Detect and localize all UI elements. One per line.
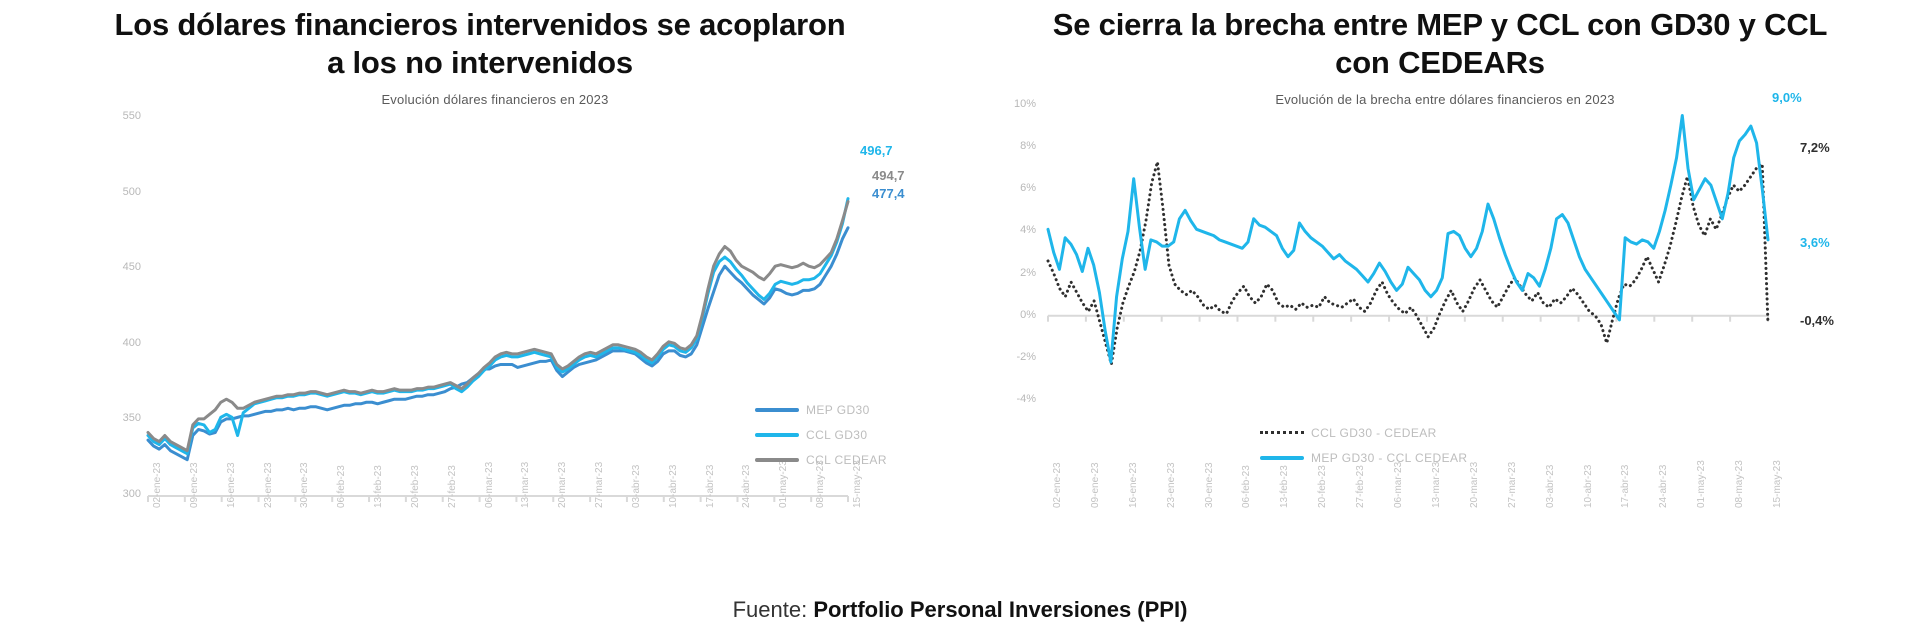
right-x-tick: 06-feb-23 — [1241, 465, 1253, 508]
left-data-label: 477,4 — [872, 186, 905, 201]
left-x-tick: 27-feb-23 — [446, 465, 458, 508]
left-x-tick: 17-abr-23 — [704, 464, 716, 508]
left-data-label: 496,7 — [860, 143, 893, 158]
right-x-tick: 23-ene-23 — [1165, 462, 1177, 508]
legend-item[interactable]: CCL GD30 — [755, 422, 887, 447]
left-x-tick: 06-feb-23 — [336, 465, 348, 508]
right-data-label: 9,0% — [1772, 90, 1802, 105]
right-legend: CCL GD30 - CEDEAR MEP GD30 - CCL CEDEAR — [1260, 420, 1467, 470]
legend-label: CCL GD30 - CEDEAR — [1311, 425, 1437, 440]
right-data-label: 3,6% — [1800, 235, 1830, 250]
right-x-tick: 30-ene-23 — [1203, 462, 1215, 508]
left-x-tick: 20-feb-23 — [409, 465, 421, 508]
left-x-tick: 27-mar-23 — [594, 461, 606, 508]
left-x-tick: 02-ene-23 — [152, 462, 163, 508]
footer-source: Fuente: Portfolio Personal Inversiones (… — [0, 597, 1920, 623]
legend-label: CCL CEDEAR — [806, 452, 887, 467]
left-y-tick: 350 — [122, 412, 141, 425]
left-plot-area — [146, 118, 850, 502]
right-y-tick: 8% — [1020, 140, 1036, 153]
left-x-tick: 30-ene-23 — [299, 462, 311, 508]
right-x-tick: 27-feb-23 — [1355, 465, 1367, 508]
right-chart-title: Se cierra la brecha entre MEP y CCL con … — [1052, 7, 1828, 80]
right-y-tick: 2% — [1020, 266, 1036, 279]
left-y-tick: 550 — [122, 110, 141, 122]
right-y-tick: -2% — [1016, 350, 1036, 363]
left-chart-title: Los dólares financieros intervenidos se … — [114, 7, 846, 80]
right-chart-panel: Se cierra la brecha entre MEP y CCL con … — [960, 0, 1920, 585]
left-y-tick: 400 — [122, 336, 141, 349]
left-legend: MEP GD30 CCL GD30 CCL CEDEAR — [755, 397, 887, 472]
left-x-tick: 03-abr-23 — [630, 464, 642, 508]
legend-swatch-icon — [755, 457, 799, 462]
left-y-tick: 450 — [122, 261, 141, 274]
left-chart-panel: Los dólares financieros intervenidos se … — [0, 0, 960, 585]
footer-source-name: Portfolio Personal Inversiones (PPI) — [813, 597, 1188, 622]
legend-label: CCL GD30 — [806, 427, 868, 442]
left-x-tick: 13-mar-23 — [520, 461, 532, 508]
left-x-tick: 13-feb-23 — [373, 465, 385, 508]
legend-label: MEP GD30 - CCL CEDEAR — [1311, 450, 1468, 465]
legend-swatch-icon — [1260, 455, 1304, 460]
right-plot-area — [1046, 105, 1770, 400]
right-y-tick: -4% — [1016, 393, 1036, 405]
legend-item[interactable]: MEP GD30 - CCL CEDEAR — [1260, 445, 1467, 470]
footer-prefix: Fuente: — [732, 597, 814, 622]
right-y-tick: 0% — [1020, 308, 1036, 321]
right-x-tick: 27-mar-23 — [1506, 461, 1518, 508]
left-x-tick: 24-abr-23 — [741, 464, 753, 508]
legend-label: MEP GD30 — [806, 402, 870, 417]
right-y-tick: 6% — [1020, 182, 1036, 195]
right-chart-subtitle: Evolución de la brecha entre dólares fin… — [1275, 92, 1615, 107]
right-x-tick: 09-ene-23 — [1089, 462, 1101, 508]
legend-swatch-icon — [755, 432, 799, 437]
right-x-tick: 16-ene-23 — [1127, 462, 1139, 508]
right-x-tick: 10-abr-23 — [1582, 464, 1594, 508]
right-x-tick: 17-abr-23 — [1620, 464, 1632, 508]
right-x-tick: 15-may-23 — [1772, 460, 1783, 508]
right-x-tick: 03-abr-23 — [1544, 464, 1556, 508]
right-x-tick: 02-ene-23 — [1052, 462, 1063, 508]
right-x-tick: 20-mar-23 — [1468, 461, 1480, 508]
left-x-tick: 20-mar-23 — [557, 461, 569, 508]
left-x-tick: 16-ene-23 — [225, 462, 237, 508]
legend-swatch-icon — [1260, 431, 1304, 434]
legend-item[interactable]: CCL GD30 - CEDEAR — [1260, 420, 1467, 445]
right-data-label: 7,2% — [1800, 140, 1830, 155]
left-x-tick: 06-mar-23 — [483, 461, 495, 508]
left-data-label: 494,7 — [872, 168, 905, 183]
legend-swatch-icon — [755, 407, 799, 412]
legend-item[interactable]: CCL CEDEAR — [755, 447, 887, 472]
left-x-tick: 10-abr-23 — [667, 464, 679, 508]
left-y-tick: 300 — [122, 488, 141, 500]
left-x-tick: 09-ene-23 — [188, 462, 200, 508]
right-x-tick: 08-may-23 — [1734, 460, 1746, 508]
left-chart-subtitle: Evolución dólares financieros en 2023 — [381, 92, 609, 107]
right-x-tick: 24-abr-23 — [1658, 464, 1670, 508]
right-y-tick: 10% — [1013, 98, 1036, 110]
left-y-tick: 500 — [122, 185, 141, 198]
right-x-tick: 20-feb-23 — [1317, 465, 1329, 508]
right-y-tick: 4% — [1020, 224, 1036, 237]
legend-item[interactable]: MEP GD30 — [755, 397, 887, 422]
right-x-tick: 13-feb-23 — [1279, 465, 1291, 508]
right-x-tick: 01-may-23 — [1696, 460, 1708, 508]
right-data-label: -0,4% — [1800, 313, 1834, 328]
left-x-tick: 23-ene-23 — [262, 462, 274, 508]
